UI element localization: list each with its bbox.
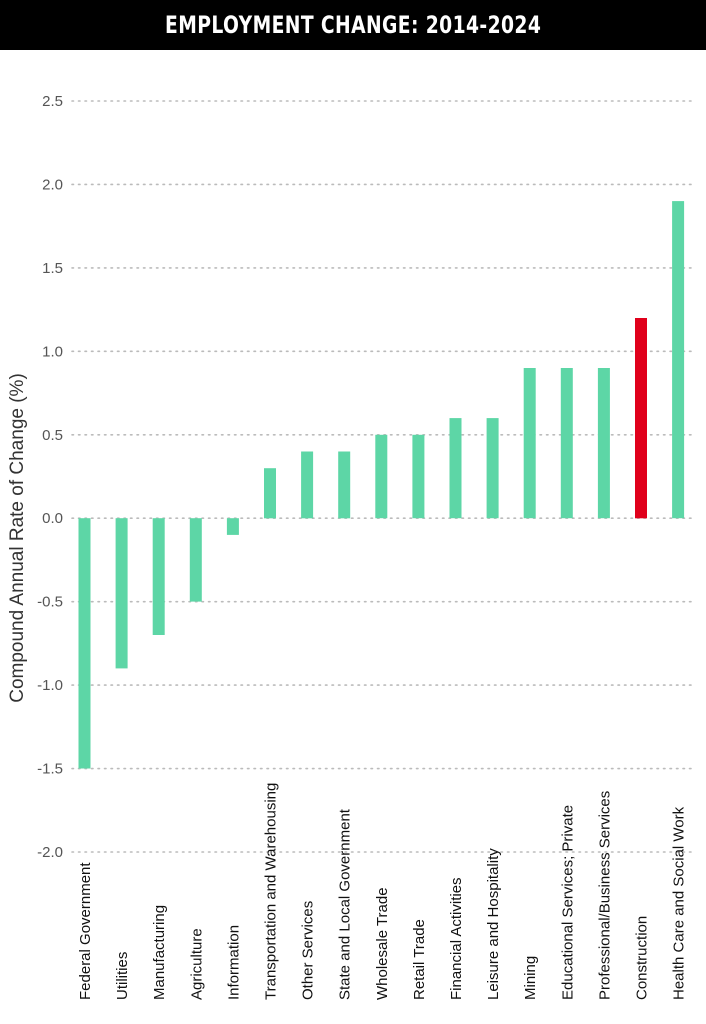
x-category-label: Professional/Business Services — [596, 791, 613, 1000]
y-tick-label: 2.0 — [42, 176, 63, 193]
x-category-label: Agriculture — [188, 928, 205, 1000]
x-category-label: Health Care and Social Work — [671, 806, 688, 1000]
bar — [560, 368, 573, 519]
bar — [523, 368, 536, 519]
y-axis-title: Compound Annual Rate of Change (%) — [7, 373, 28, 703]
bar — [672, 201, 685, 519]
x-category-label: Financial Activities — [448, 877, 465, 1000]
y-tick-label: 1.5 — [42, 260, 63, 277]
x-category-label: Educational Services; Private — [559, 805, 576, 1000]
bar — [115, 518, 128, 669]
x-axis-category-labels: Federal Government Utilities Manufacturing… — [77, 783, 688, 1000]
x-category-label: Information — [225, 925, 242, 1000]
x-category-label: Transportation and Warehousing — [263, 783, 280, 1000]
y-tick-label: -1.0 — [37, 677, 63, 694]
bar — [375, 434, 388, 519]
gridlines — [71, 100, 697, 853]
bars — [78, 201, 685, 769]
bar — [226, 518, 239, 535]
bar — [152, 518, 165, 635]
x-category-label: Manufacturing — [151, 905, 168, 1000]
bar — [78, 518, 91, 769]
x-category-label: Utilities — [114, 952, 131, 1000]
x-category-label: Leisure and Hospitality — [485, 848, 502, 1000]
bar — [301, 451, 314, 519]
bar — [189, 518, 202, 602]
bar — [635, 318, 647, 519]
chart-title: EMPLOYMENT CHANGE: 2014-2024 — [164, 11, 542, 39]
bar — [338, 451, 351, 519]
y-tick-label: 2.5 — [42, 93, 63, 110]
x-category-label: Retail Trade — [411, 919, 428, 1000]
y-tick-label: -1.5 — [37, 761, 63, 778]
y-tick-label: 0.0 — [42, 510, 63, 527]
y-tick-label: -0.5 — [37, 594, 63, 611]
bar — [449, 418, 462, 519]
x-category-label: Federal Government — [77, 862, 94, 1000]
x-category-label: Mining — [522, 956, 539, 1000]
bar — [412, 434, 425, 519]
x-category-label: Other Services — [300, 901, 317, 1000]
x-category-label: Construction — [634, 916, 651, 1000]
bar — [486, 418, 499, 519]
bar — [264, 468, 276, 519]
bar — [597, 368, 610, 519]
y-axis-ticks: 2.5 2.0 1.5 1.0 0.5 0.0 -0.5 -1.0 -1.5 -2.0 — [37, 93, 63, 861]
y-tick-label: -2.0 — [37, 844, 63, 861]
chart-title-bar: EMPLOYMENT CHANGE: 2014-2024 — [0, 0, 706, 50]
x-category-label: Wholesale Trade — [374, 887, 391, 1000]
y-tick-label: 1.0 — [42, 343, 63, 360]
y-tick-label: 0.5 — [42, 427, 63, 444]
x-category-label: State and Local Government — [337, 808, 354, 1000]
